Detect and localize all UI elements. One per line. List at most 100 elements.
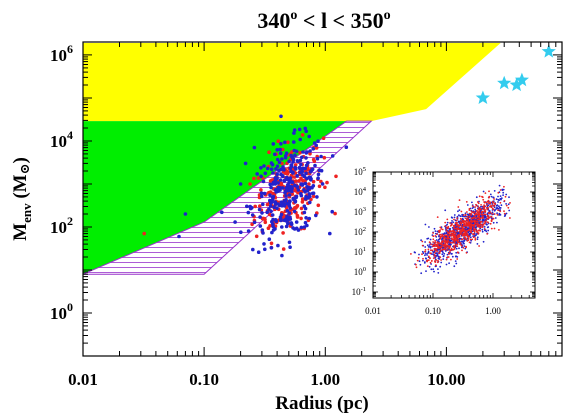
star-marker [509, 77, 524, 92]
inset-red-data-point [461, 229, 463, 232]
inset-blue-data-point [451, 255, 454, 258]
inset-red-data-point [449, 249, 452, 252]
inset-red-data-point [443, 248, 446, 251]
inset-red-data-point [456, 230, 458, 233]
blue-data-point [295, 174, 300, 178]
inset-red-data-point [439, 256, 442, 258]
inset-y-tick-label: 10-1 [352, 286, 366, 297]
inset-red-data-point [438, 252, 440, 255]
inset-red-data-point [436, 261, 439, 264]
inset-blue-data-point [471, 201, 473, 204]
inset-blue-data-point [498, 184, 501, 187]
inset-red-data-point [467, 237, 470, 240]
y-axis-label: Menv (M⊙) [10, 157, 34, 241]
inset-red-data-point [453, 230, 456, 233]
inset-red-data-point [444, 248, 447, 251]
inset-red-data-point [483, 222, 486, 225]
inset-blue-data-point [455, 262, 458, 265]
inset-blue-data-point [462, 241, 465, 244]
blue-data-point [292, 209, 297, 214]
inset-blue-data-point [424, 257, 427, 260]
inset-red-data-point [446, 230, 449, 233]
blue-data-point [261, 231, 265, 235]
inset-blue-data-point [476, 232, 478, 235]
blue-data-point [275, 157, 280, 162]
inset-red-data-point [464, 220, 467, 223]
inset-red-data-point [489, 222, 492, 225]
inset-red-data-point [473, 225, 476, 227]
inset-red-data-point [470, 213, 473, 215]
inset-blue-data-point [428, 226, 430, 228]
inset-x-tick-label: 1.00 [485, 306, 501, 316]
inset-blue-data-point [487, 226, 490, 228]
inset-blue-data-point [458, 209, 461, 212]
red-data-point [253, 204, 257, 209]
inset-red-data-point [503, 212, 506, 215]
inset-red-data-point [440, 259, 442, 261]
inset-red-data-point [475, 217, 477, 220]
inset-blue-data-point [504, 214, 507, 217]
inset-red-data-point [453, 244, 455, 247]
inset-red-data-point [476, 205, 479, 208]
inset-blue-data-point [482, 240, 485, 243]
inset-blue-data-point [424, 261, 426, 263]
inset-red-data-point [484, 220, 486, 223]
blue-data-point [307, 216, 312, 221]
inset-red-data-point [474, 238, 477, 241]
inset-red-data-point [483, 228, 486, 230]
inset-red-data-point [465, 223, 468, 226]
blue-data-point [275, 172, 280, 176]
inset-blue-data-point [453, 265, 456, 268]
inset-red-data-point [487, 202, 490, 205]
inset-blue-data-point [438, 235, 440, 238]
blue-data-point [314, 143, 319, 148]
blue-data-point [304, 156, 308, 160]
inset-red-data-point [434, 235, 437, 237]
inset-blue-data-point [458, 247, 460, 250]
inset-red-data-point [480, 220, 483, 223]
blue-data-point [304, 129, 309, 133]
red-data-point [269, 241, 274, 246]
inset-blue-data-point [495, 204, 498, 207]
inset-red-data-point [474, 206, 477, 208]
inset-blue-data-point [451, 220, 453, 222]
blue-data-point [269, 185, 273, 190]
blue-data-point [289, 221, 294, 225]
inset-blue-data-point [442, 255, 445, 257]
inset-blue-data-point [493, 190, 496, 192]
inset-blue-data-point [436, 254, 438, 257]
blue-data-point [313, 163, 317, 168]
blue-data-point [304, 216, 308, 220]
blue-data-point [314, 213, 318, 218]
inset-red-data-point [464, 230, 466, 233]
inset-blue-data-point [495, 198, 498, 201]
blue-data-point [267, 237, 272, 241]
inset-red-data-point [483, 210, 486, 213]
inset-red-data-point [473, 219, 476, 222]
inset-red-data-point [488, 196, 490, 199]
inset-red-data-point [465, 227, 468, 230]
inset-red-data-point [476, 213, 478, 216]
star-marker [541, 44, 556, 58]
red-data-point [280, 147, 285, 152]
inset-red-data-point [462, 229, 465, 232]
inset-blue-data-point [436, 252, 438, 254]
blue-data-point [267, 207, 271, 211]
inset-red-data-point [438, 231, 441, 234]
blue-data-point [291, 160, 295, 164]
inset-red-data-point [449, 222, 451, 224]
inset-red-data-point [421, 253, 423, 256]
inset-red-data-point [481, 226, 483, 229]
inset-red-data-point [498, 229, 500, 231]
inset-red-data-point [462, 246, 465, 249]
star-marker [475, 90, 490, 104]
inset-blue-data-point [426, 237, 429, 240]
x-axis-label: Radius (pc) [275, 393, 368, 414]
inset-red-data-point [456, 217, 458, 220]
blue-data-point [294, 149, 299, 154]
inset-red-data-point [478, 245, 480, 247]
inset-blue-data-point [445, 263, 448, 266]
inset-red-data-point [490, 219, 493, 222]
blue-data-point [311, 147, 316, 151]
inset-red-data-point [492, 200, 494, 203]
